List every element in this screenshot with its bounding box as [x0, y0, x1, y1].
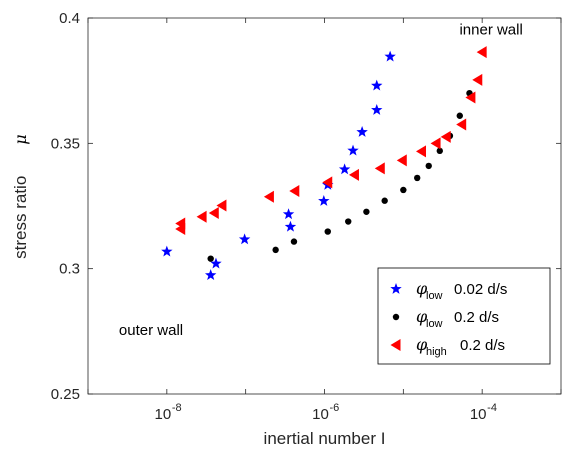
y-axis-label: stress ratio — [11, 176, 30, 259]
legend-subscript: high — [426, 346, 447, 358]
data-point-star — [371, 79, 383, 91]
x-tick-label-base: 10 — [154, 406, 171, 423]
data-point-circle — [456, 112, 463, 119]
data-point-circle — [381, 197, 388, 204]
series-circle — [207, 90, 473, 262]
data-point-star — [338, 163, 351, 175]
data-point-circle — [324, 228, 331, 235]
data-point-star — [210, 257, 222, 269]
data-point-star — [284, 220, 297, 232]
data-point-triangle-left — [216, 199, 227, 212]
data-point-star — [282, 208, 295, 220]
data-point-triangle-left — [322, 176, 333, 189]
data-point-star — [204, 269, 217, 281]
data-point-circle — [345, 218, 352, 225]
data-point-triangle-left — [263, 190, 274, 203]
legend-marker-circle — [392, 313, 400, 321]
data-point-star — [384, 50, 396, 62]
data-point-star — [371, 103, 383, 115]
x-tick-label: 10 -6 — [312, 402, 339, 423]
legend-rate: 0.2 d/s — [460, 337, 505, 354]
x-tick-label-exponent: -8 — [172, 402, 182, 414]
x-tick-label-base: 10 — [312, 406, 329, 423]
data-point-triangle-left — [465, 91, 476, 104]
legend-box — [377, 267, 551, 365]
data-point-star — [356, 126, 368, 137]
data-point-circle — [207, 255, 214, 262]
axis-ticks: 10 -8 10 -6 10 -40.250.30.350.4 — [51, 10, 562, 423]
data-point-triangle-left — [396, 154, 407, 167]
data-point-circle — [425, 162, 432, 170]
series-triangle-left — [175, 46, 487, 236]
annotation-outer-wall: outer wall — [119, 322, 183, 339]
data-point-circle — [272, 246, 279, 254]
y-tick-label: 0.3 — [59, 261, 80, 278]
x-tick-label-exponent: -4 — [487, 402, 497, 414]
legend-symbol: φ — [416, 335, 428, 354]
y-tick-label: 0.35 — [51, 135, 80, 152]
legend-marker-star — [390, 283, 402, 294]
legend-subscript: low — [426, 290, 443, 302]
data-point-triangle-left — [430, 137, 441, 150]
data-point-triangle-left — [472, 73, 483, 86]
annotation-inner-wall: inner wall — [459, 21, 522, 38]
data-point-triangle-left — [374, 162, 385, 175]
x-axis-label: inertial number I — [264, 429, 386, 448]
data-point-circle — [414, 174, 421, 182]
y-tick-label: 0.25 — [51, 386, 80, 403]
data-point-triangle-left — [476, 46, 487, 59]
data-point-triangle-left — [196, 210, 207, 223]
data-point-triangle-left — [456, 118, 467, 131]
data-point-circle — [290, 238, 298, 245]
data-point-triangle-left — [348, 168, 359, 181]
data-point-triangle-left — [289, 184, 300, 197]
data-point-triangle-left — [208, 207, 219, 220]
data-point-star — [347, 144, 359, 156]
data-point-circle — [400, 186, 407, 194]
data-point-triangle-left — [175, 217, 186, 230]
legend-symbol: φ — [416, 307, 428, 326]
data-point-star — [161, 245, 173, 257]
x-tick-label: 10 -8 — [154, 402, 181, 423]
x-tick-label-base: 10 — [470, 406, 487, 423]
data-point-triangle-left — [416, 145, 427, 158]
data-points — [161, 46, 487, 281]
x-tick-label: 10 -4 — [470, 402, 497, 423]
data-point-star — [238, 233, 251, 245]
legend-marker-triangle-left — [390, 339, 401, 351]
legend-rate: 0.2 d/s — [454, 309, 499, 326]
y-tick-label: 0.4 — [59, 10, 80, 27]
data-point-star — [318, 194, 330, 206]
y-axis-label-symbol: μ — [11, 134, 30, 144]
data-point-circle — [363, 208, 370, 215]
legend-subscript: low — [426, 318, 443, 330]
data-point-triangle-left — [440, 130, 451, 143]
y-axis-label-group: stress ratio μ — [11, 134, 30, 258]
legend-symbol: φ — [416, 279, 428, 298]
x-tick-label-exponent: -6 — [330, 402, 340, 414]
legend-rate: 0.02 d/s — [454, 281, 507, 298]
data-point-circle — [436, 147, 443, 155]
